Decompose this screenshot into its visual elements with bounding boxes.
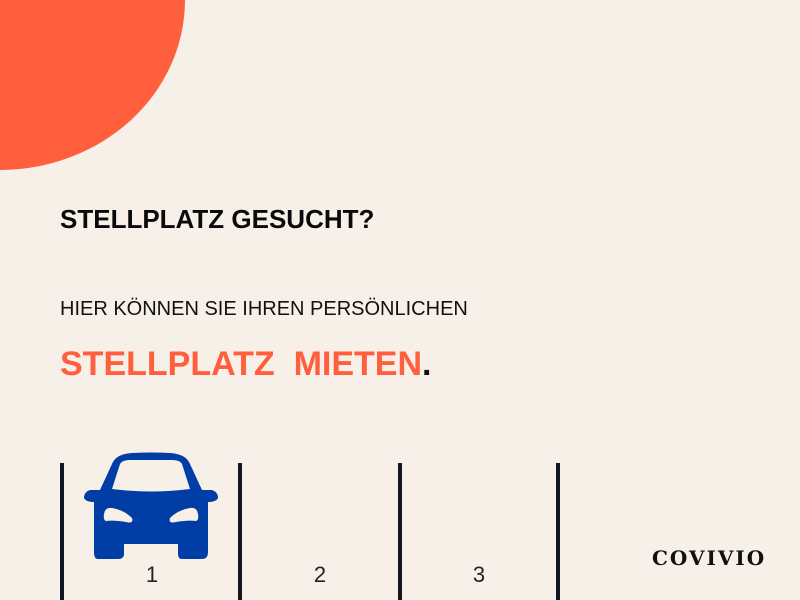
highlight-words: STELLPLATZ MIETEN — [60, 345, 423, 383]
parking-line — [60, 463, 64, 600]
parking-spot-label: 1 — [145, 562, 159, 587]
parking-line — [556, 463, 560, 600]
highlight-text: STELLPLATZ MIETEN. — [60, 345, 431, 384]
parking-spot-label: 3 — [472, 562, 486, 587]
covivio-logo: COVIVIO — [652, 546, 767, 570]
heading: STELLPLATZ GESUCHT? — [60, 204, 375, 234]
car-icon — [84, 452, 218, 559]
parking-spot-label: 2 — [313, 562, 327, 587]
highlight-period: . — [422, 345, 432, 383]
subtitle: HIER KÖNNEN SIE IHREN PERSÖNLICHEN — [60, 298, 468, 320]
parking-line — [238, 463, 242, 600]
decorative-circle — [0, 0, 185, 170]
parking-line — [398, 463, 402, 600]
